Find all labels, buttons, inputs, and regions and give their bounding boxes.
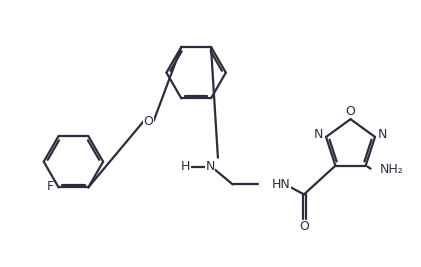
Text: N: N [205,160,215,173]
Text: F: F [47,180,53,193]
Text: N: N [314,128,323,142]
Text: H: H [181,160,190,173]
Text: O: O [144,115,154,128]
Text: N: N [378,128,388,142]
Text: NH₂: NH₂ [379,163,403,176]
Text: O: O [299,219,309,233]
Text: O: O [346,105,355,118]
Text: HN: HN [272,178,290,191]
